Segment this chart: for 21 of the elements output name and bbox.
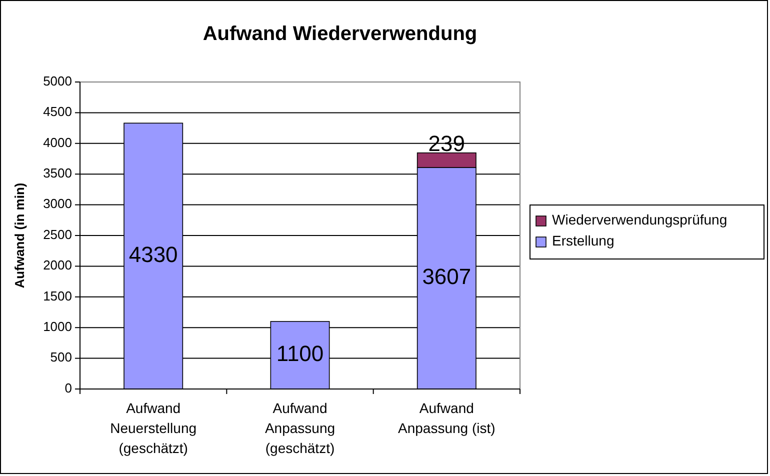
y-tick-label: 0 xyxy=(64,380,72,396)
y-tick-label: 1500 xyxy=(43,288,72,304)
data-label: 1100 xyxy=(276,341,324,366)
y-tick-label: 5000 xyxy=(43,73,72,88)
y-tick-label: 2500 xyxy=(43,226,72,242)
x-tick-label: Aufwand Anpassung (geschätzt) xyxy=(264,400,336,456)
y-tick-label: 4000 xyxy=(43,134,72,150)
y-tick-label: 3000 xyxy=(43,196,72,212)
x-tick-label: Aufwand Anpassung (ist) xyxy=(398,400,496,436)
chart-title: Aufwand Wiederverwendung xyxy=(202,23,478,45)
y-axis-title: Aufwand (in min) xyxy=(12,182,27,288)
legend-label: Erstellung xyxy=(552,232,614,249)
data-label: 3607 xyxy=(422,264,472,290)
legend-label: Wiederverwendungsprüfung xyxy=(552,212,728,228)
y-tick-label: 1000 xyxy=(43,319,72,334)
x-tick-label: Aufwand Neuerstellung (geschätzt) xyxy=(110,400,197,456)
data-label: 4330 xyxy=(128,242,178,267)
y-tick-label: 2000 xyxy=(43,258,72,273)
y-tick-label: 4500 xyxy=(43,104,72,120)
y-tick-label: 3500 xyxy=(43,166,72,181)
y-tick-label: 500 xyxy=(50,350,72,365)
